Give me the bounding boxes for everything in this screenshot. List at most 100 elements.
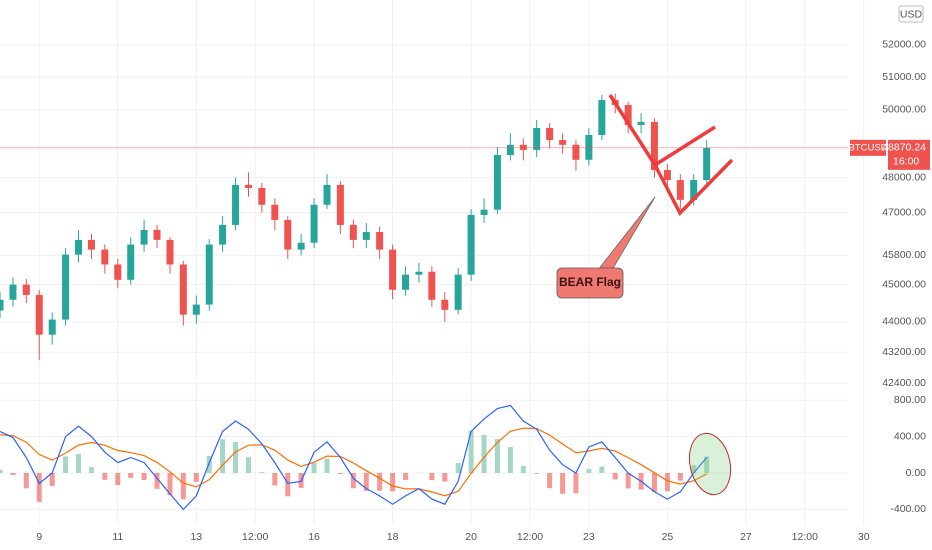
candle-body bbox=[75, 239, 83, 255]
candle-body bbox=[624, 105, 632, 125]
flag-line-lower bbox=[653, 158, 734, 216]
candle-body bbox=[376, 232, 384, 250]
histogram-bar bbox=[442, 473, 448, 482]
histogram-bar bbox=[88, 467, 94, 474]
histogram-bar bbox=[481, 434, 487, 474]
y-tick-label: 48000.00 bbox=[882, 171, 926, 183]
histogram-bar bbox=[337, 473, 343, 474]
histogram-bar bbox=[534, 473, 540, 474]
signal-line bbox=[0, 427, 707, 497]
candle-body bbox=[336, 184, 344, 225]
y-tick-label: 50000.00 bbox=[882, 104, 926, 116]
y-tick-label: 52000.00 bbox=[882, 39, 926, 51]
histogram-bar bbox=[141, 473, 147, 481]
y-tick-label: 0.00 bbox=[906, 467, 927, 479]
candle-body bbox=[533, 127, 541, 150]
histogram-bar bbox=[403, 473, 409, 480]
y-tick-label: 43200.00 bbox=[882, 346, 926, 358]
y-tick-label: 45000.00 bbox=[882, 278, 926, 290]
histogram-bar bbox=[272, 473, 278, 486]
histogram-bar bbox=[0, 469, 3, 474]
y-tick-label: 44000.00 bbox=[882, 316, 926, 328]
candle-body bbox=[62, 254, 70, 320]
histogram-bar bbox=[612, 473, 618, 480]
candle-body bbox=[48, 319, 56, 335]
candle-body bbox=[179, 264, 187, 315]
histogram-bar bbox=[23, 473, 29, 489]
price-label: 48870.24 bbox=[882, 142, 926, 154]
histogram-bar bbox=[377, 473, 383, 491]
candle-body bbox=[245, 184, 253, 189]
x-tick-label: 9 bbox=[36, 531, 42, 543]
grid bbox=[0, 0, 865, 525]
histogram-bar bbox=[193, 473, 199, 482]
symbol-label: BTCUSD bbox=[848, 142, 887, 153]
histogram-bar bbox=[128, 473, 134, 478]
currency: USD bbox=[900, 8, 923, 20]
currency-box bbox=[898, 5, 924, 23]
candle-body bbox=[402, 274, 410, 290]
histogram-bar bbox=[520, 465, 526, 474]
price-box bbox=[888, 139, 930, 170]
x-tick-label: 12:00 bbox=[517, 531, 543, 543]
candle-body bbox=[35, 294, 43, 335]
candle-body bbox=[205, 244, 213, 305]
candle-body bbox=[598, 100, 606, 136]
x-tick-label: 13 bbox=[190, 531, 202, 543]
candle-body bbox=[140, 229, 148, 245]
candle-body bbox=[271, 204, 279, 220]
candle-body bbox=[454, 274, 462, 310]
x-tick-label: 27 bbox=[740, 531, 752, 543]
symbol-box bbox=[850, 139, 886, 156]
histogram-bar bbox=[625, 473, 631, 489]
histogram-bar bbox=[704, 456, 710, 474]
x-tick-label: 18 bbox=[387, 531, 399, 543]
candle-body bbox=[323, 184, 331, 205]
y-tick-label: 400.00 bbox=[894, 430, 926, 442]
histogram-bar bbox=[560, 473, 566, 494]
candle-body bbox=[546, 127, 554, 141]
y-tick-label: 51000.00 bbox=[882, 71, 926, 83]
candle-body bbox=[362, 232, 370, 240]
marks bbox=[0, 93, 848, 511]
histogram-bar bbox=[599, 466, 605, 474]
x-tick-label: 23 bbox=[583, 531, 595, 543]
histogram-bar bbox=[691, 465, 697, 474]
candle-body bbox=[166, 239, 174, 265]
histogram-bar bbox=[573, 473, 579, 494]
countdown-label: 16:00 bbox=[893, 156, 919, 168]
histogram-bar bbox=[49, 473, 55, 486]
histogram-bar bbox=[63, 456, 69, 474]
candle-body bbox=[284, 219, 292, 250]
candle-body bbox=[114, 264, 122, 280]
histogram-bar bbox=[36, 473, 42, 502]
candle-body bbox=[192, 304, 200, 315]
candle-body bbox=[585, 135, 593, 160]
candle-body bbox=[441, 299, 449, 310]
candle-body bbox=[519, 144, 527, 150]
candle-body bbox=[153, 229, 161, 240]
candle-body bbox=[467, 214, 475, 275]
candle-body bbox=[415, 271, 423, 275]
highlight-ellipse bbox=[688, 432, 732, 496]
candle-body bbox=[676, 180, 684, 200]
histogram-bar bbox=[102, 473, 108, 480]
candle-body bbox=[232, 184, 240, 225]
candle-body bbox=[663, 170, 671, 181]
drawings: BEAR Flag USD 52000.00 51000.00 50000.00 48… bbox=[36, 5, 930, 543]
histogram-bar bbox=[311, 463, 317, 474]
candle-body bbox=[101, 249, 109, 265]
x-tick-label: 25 bbox=[662, 531, 674, 543]
candle-body bbox=[297, 242, 305, 250]
histogram-bar bbox=[220, 439, 226, 474]
candle-body bbox=[690, 180, 698, 200]
candle-body bbox=[258, 188, 266, 205]
candle-body bbox=[310, 204, 318, 243]
candle-body bbox=[389, 249, 397, 290]
histogram-bar bbox=[10, 473, 16, 476]
x-tick-label: 20 bbox=[465, 531, 477, 543]
candle-body bbox=[572, 144, 580, 160]
y-tick-label: 45800.00 bbox=[882, 249, 926, 261]
